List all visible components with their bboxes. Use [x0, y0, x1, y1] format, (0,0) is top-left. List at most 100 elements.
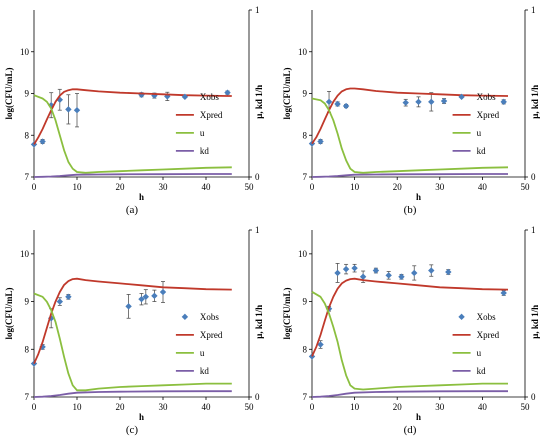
y2-tick-label: 1 — [531, 225, 536, 235]
y-tick-label: 9 — [25, 89, 30, 99]
chart-panel-1: 0 10 20 30 40 50 7 8 9 10 0 1 h log(CFU/mL) μ, kd 1/h X… — [4, 5, 264, 216]
legend-label: u — [200, 128, 205, 138]
y-tick-label: 10 — [20, 47, 30, 57]
data-point-xobs — [142, 293, 149, 300]
data-point-xobs — [73, 107, 81, 114]
data-point-xobs — [334, 100, 341, 108]
y2-axis-label: μ, kd 1/h — [530, 305, 540, 339]
y-tick-label: 10 — [20, 249, 30, 259]
x-tick-label: 50 — [245, 402, 255, 412]
x-tick-label: 50 — [245, 182, 255, 192]
legend-label: u — [477, 348, 482, 358]
x-tick-label: 40 — [478, 402, 488, 412]
legend-label: Xpred — [200, 110, 223, 120]
y-tick-label: 7 — [25, 392, 30, 402]
x-tick-label: 40 — [202, 402, 212, 412]
series-line-xpred — [311, 277, 509, 357]
data-point-xobs — [56, 96, 63, 103]
series-line-kd — [33, 390, 232, 398]
series-line-u — [311, 291, 508, 391]
x-tick-label: 10 — [350, 182, 360, 192]
y-tick-label: 7 — [25, 172, 30, 182]
data-point-xobs — [402, 99, 409, 106]
y-tick-label: 10 — [298, 249, 308, 259]
legend-label: Xobs — [477, 92, 496, 102]
data-point-xobs — [151, 292, 158, 300]
data-point-xobs — [372, 267, 380, 274]
legend-label: u — [477, 128, 482, 138]
data-point-xobs — [159, 288, 167, 296]
data-point-xobs — [65, 293, 72, 300]
data-point-xobs — [39, 138, 46, 145]
y-axis-label: log(CFU/mL) — [282, 288, 292, 340]
legend-marker — [181, 93, 189, 101]
data-point-xobs — [125, 303, 132, 310]
y-tick-label: 8 — [25, 130, 30, 140]
x-axis-label: h — [416, 412, 421, 422]
y-tick-label: 7 — [303, 172, 308, 182]
series-line-xpred — [33, 88, 232, 145]
data-point-xobs — [428, 98, 435, 106]
data-point-xobs — [411, 269, 418, 277]
legend-label: Xobs — [477, 312, 496, 322]
y2-tick-label: 1 — [531, 5, 536, 15]
series-line-u — [311, 97, 509, 174]
x-tick-label: 10 — [73, 182, 83, 192]
data-point-xobs — [440, 97, 448, 105]
x-tick-label: 50 — [521, 402, 531, 412]
data-point-xobs — [342, 265, 350, 273]
series-line-xpred — [33, 277, 232, 364]
y2-axis-label: μ, kd 1/h — [254, 85, 264, 119]
data-point-xobs — [30, 141, 38, 148]
data-point-xobs — [317, 341, 324, 348]
x-tick-label: 30 — [435, 182, 445, 192]
legend-marker — [458, 313, 465, 321]
legend-label: Xpred — [200, 330, 223, 340]
x-tick-label: 20 — [116, 402, 126, 412]
chart-panel-4: 0 10 20 30 40 50 7 8 9 10 0 1 h log(CFU/mL) μ, kd 1/h X… — [282, 225, 540, 436]
y-tick-label: 8 — [25, 344, 30, 354]
x-tick-label: 0 — [32, 402, 37, 412]
panel-label: (c) — [126, 424, 139, 436]
data-point-xobs — [317, 138, 324, 145]
legend-label: Xpred — [477, 110, 500, 120]
legend-marker — [181, 313, 189, 321]
legend-label: kd — [200, 146, 210, 156]
legend-label: kd — [477, 146, 487, 156]
data-point-xobs — [308, 353, 316, 360]
x-tick-label: 20 — [116, 182, 126, 192]
series-line-u — [33, 94, 232, 174]
x-tick-label: 40 — [478, 182, 488, 192]
chart-panel-3: 0 10 20 30 40 50 7 8 9 10 0 1 h log(CFU/mL) μ, kd 1/h X… — [4, 225, 264, 436]
y2-tick-label: 0 — [255, 392, 260, 402]
x-tick-label: 20 — [393, 402, 403, 412]
chart-panel-2: 0 10 20 30 40 50 7 8 9 10 0 1 h log(CFU/mL) μ, kd 1/h X… — [282, 5, 540, 216]
y2-tick-label: 1 — [255, 225, 260, 235]
data-point-xobs — [500, 289, 507, 297]
series-line-xpred — [311, 87, 509, 145]
data-point-xobs — [65, 106, 72, 113]
y-tick-label: 8 — [303, 344, 308, 354]
legend-label: Xobs — [200, 92, 219, 102]
series-line-u — [33, 292, 232, 392]
y2-tick-label: 0 — [531, 392, 536, 402]
legend-label: kd — [200, 366, 210, 376]
y-tick-label: 7 — [303, 392, 308, 402]
x-axis-label: h — [416, 192, 421, 202]
x-tick-label: 30 — [159, 402, 169, 412]
y-axis-label: log(CFU/mL) — [282, 68, 292, 120]
panel-label: (a) — [126, 204, 139, 216]
x-tick-label: 0 — [32, 182, 37, 192]
x-axis-label: h — [139, 412, 144, 422]
legend-label: kd — [477, 366, 487, 376]
x-tick-label: 10 — [73, 402, 83, 412]
y-tick-label: 10 — [298, 47, 308, 57]
data-point-xobs — [224, 89, 231, 96]
data-point-xobs — [342, 102, 350, 110]
data-point-xobs — [56, 298, 63, 305]
x-tick-label: 40 — [202, 182, 212, 192]
data-point-xobs — [138, 91, 145, 98]
y2-tick-label: 1 — [255, 5, 260, 15]
data-point-xobs — [325, 98, 333, 106]
